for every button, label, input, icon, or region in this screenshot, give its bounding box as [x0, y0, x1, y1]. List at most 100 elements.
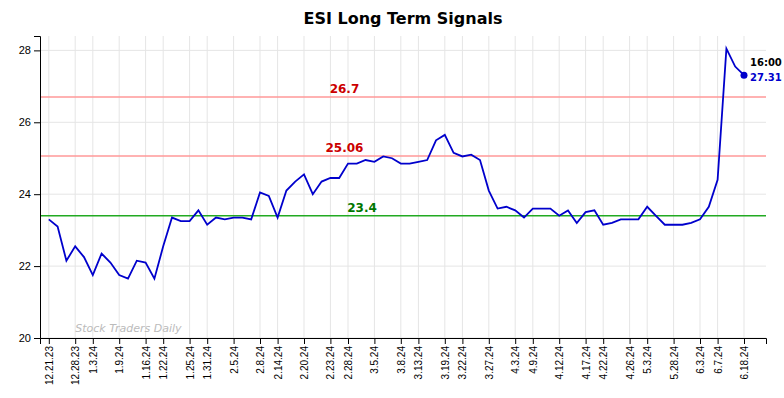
y-tick: 24	[19, 188, 40, 200]
x-tick-mark	[445, 338, 446, 344]
line	[49, 49, 744, 279]
x-tick-mark	[234, 338, 235, 344]
reference-label: 23.4	[347, 201, 377, 215]
x-tick: 3.5.24	[369, 338, 380, 374]
x-tick: 4.26.24	[625, 338, 636, 379]
x-tick: 4.12.24	[554, 338, 565, 379]
grid-line-x	[700, 36, 701, 338]
grid-line-x	[119, 36, 120, 338]
x-tick: 2.23.24	[325, 338, 336, 379]
x-tick-label: 1.16.24	[141, 346, 152, 380]
grid-line-x	[145, 36, 146, 338]
x-tick-label: 3.13.24	[413, 346, 424, 380]
grid-line-x	[647, 36, 648, 338]
x-tick: 2.20.24	[299, 338, 310, 379]
x-tick-label: 3.8.24	[396, 346, 407, 374]
x-tick: 4.22.24	[598, 338, 609, 379]
grid-line-x	[304, 36, 305, 338]
reference-line	[40, 96, 766, 98]
x-tick: 3.13.24	[413, 338, 424, 379]
x-tick-mark	[533, 338, 534, 344]
y-tick: 20	[19, 332, 40, 344]
x-tick-label: 6.18.24	[739, 346, 750, 380]
x-tick-mark	[674, 338, 675, 344]
y-tick-mark	[34, 338, 40, 339]
x-tick-label: 1.25.24	[185, 346, 196, 380]
x-tick-mark	[744, 338, 745, 344]
grid-line-x	[462, 36, 463, 338]
x-tick-mark	[190, 338, 191, 344]
y-tick-label: 22	[19, 260, 31, 272]
grid-line-x	[515, 36, 516, 338]
x-tick-label: 1.22.24	[158, 346, 169, 380]
x-tick-mark	[348, 338, 349, 344]
x-tick-mark	[489, 338, 490, 344]
x-tick-mark	[559, 338, 560, 344]
x-tick: 2.8.24	[255, 338, 266, 374]
x-tick: 1.9.24	[114, 338, 125, 374]
x-tick-label: 3.19.24	[440, 346, 451, 380]
x-tick: 1.31.24	[202, 338, 213, 379]
x-tick-label: 6.7.24	[713, 346, 724, 374]
x-tick-mark	[700, 338, 701, 344]
x-tick: 12.28.23	[70, 338, 81, 385]
x-tick: 3.8.24	[396, 338, 407, 374]
y-tick: 22	[19, 260, 40, 272]
x-tick-label: 4.3.24	[510, 346, 521, 374]
grid-line-x	[207, 36, 208, 338]
grid-line-x	[233, 36, 234, 338]
x-tick: 5.28.24	[669, 338, 680, 379]
x-tick: 4.9.24	[528, 338, 539, 374]
x-tick-label: 1.9.24	[114, 346, 125, 374]
x-tick-label: 2.14.24	[273, 346, 284, 380]
grid-line-x	[48, 36, 49, 338]
y-tick: 28	[19, 44, 40, 56]
grid-line-x	[400, 36, 401, 338]
x-tick-mark	[278, 338, 279, 344]
x-tick-label: 2.28.24	[343, 346, 354, 380]
grid-line-x	[277, 36, 278, 338]
y-tick-mark	[34, 266, 40, 267]
grid-line-x	[189, 36, 190, 338]
grid-line-x	[559, 36, 560, 338]
x-tick: 1.22.24	[158, 338, 169, 379]
x-tick: 3.19.24	[440, 338, 451, 379]
grid-line-x	[717, 36, 718, 338]
watermark: Stock Traders Daily	[75, 322, 182, 335]
x-tick-label: 3.22.24	[457, 346, 468, 380]
y-axis: 20 22 24 26 28	[19, 37, 41, 345]
reference-line	[40, 155, 766, 157]
grid	[40, 36, 766, 338]
x-tick-label: 4.26.24	[625, 346, 636, 380]
reference-label: 26.7	[330, 82, 360, 96]
time-label: 16:00	[750, 57, 782, 68]
x-tick-label: 2.5.24	[229, 346, 240, 374]
x-tick-mark	[374, 338, 375, 344]
x-tick-mark	[75, 338, 76, 344]
x-tick: 12.21.23	[44, 338, 55, 385]
grid-line-y	[40, 50, 766, 51]
x-tick-label: 12.28.23	[70, 346, 81, 385]
value-label: 27.31	[750, 72, 782, 83]
grid-line-y	[40, 266, 766, 267]
y-tick-label: 26	[19, 116, 31, 128]
x-tick-label: 5.3.24	[642, 346, 653, 374]
x-tick-label: 6.3.24	[695, 346, 706, 374]
x-tick-label: 4.9.24	[528, 346, 539, 374]
x-tick-mark	[718, 338, 719, 344]
y-tick-mark	[34, 50, 40, 51]
grid-line-x	[75, 36, 76, 338]
grid-line-x	[260, 36, 261, 338]
x-tick-label: 12.21.23	[44, 346, 55, 385]
x-tick: 6.7.24	[713, 338, 724, 374]
x-tick-mark	[401, 338, 402, 344]
reference-label: 25.06	[325, 141, 363, 155]
x-tick: 4.17.24	[581, 338, 592, 379]
x-tick-mark	[207, 338, 208, 344]
x-tick: 1.16.24	[141, 338, 152, 379]
x-tick-mark	[462, 338, 463, 344]
x-tick: 5.3.24	[642, 338, 653, 374]
x-tick: 1.25.24	[185, 338, 196, 379]
x-tick: 2.14.24	[273, 338, 284, 379]
grid-line-y	[40, 194, 766, 195]
